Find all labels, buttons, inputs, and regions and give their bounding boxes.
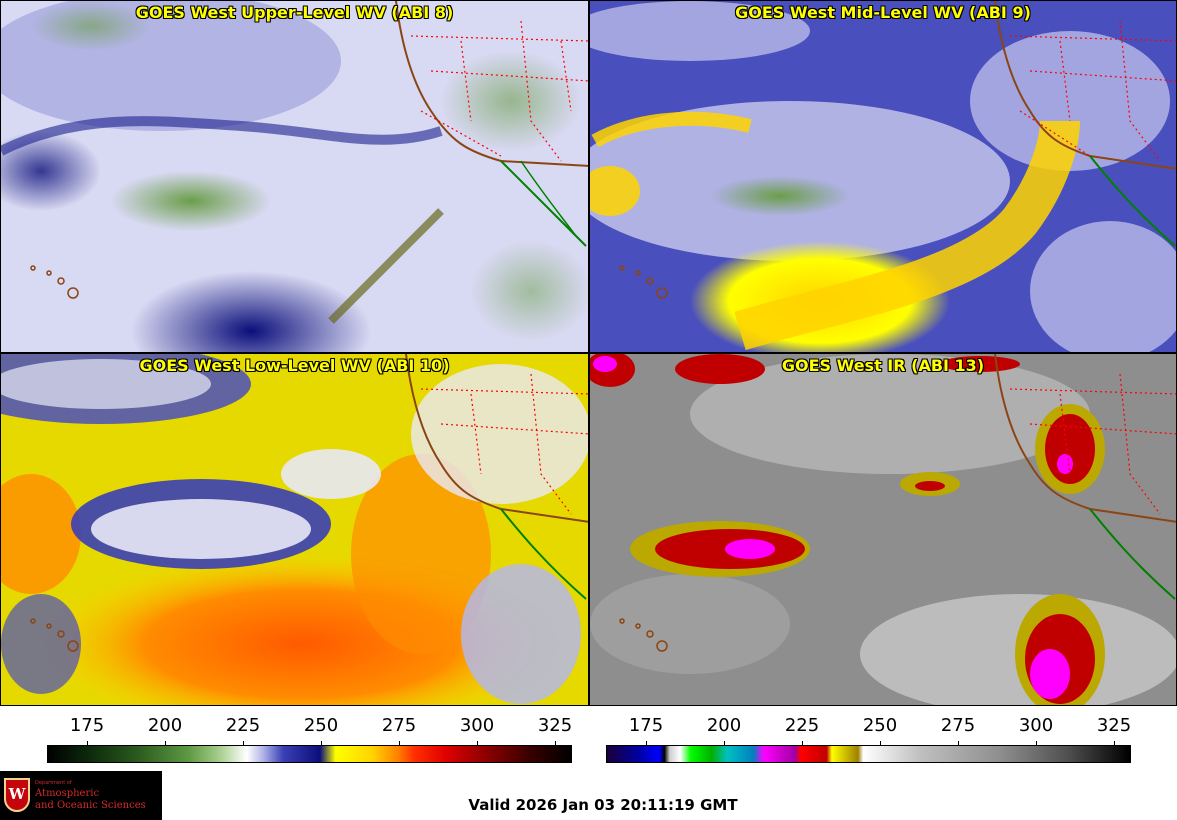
upper-level-wv-image — [1, 1, 588, 352]
colorbar-tick-label: 200 — [147, 715, 183, 736]
colorbar-tick-label: 225 — [225, 715, 261, 736]
colorbar-tick-mark — [477, 741, 478, 746]
panel-ir: GOES West IR (ABI 13) — [589, 353, 1177, 706]
colorbar-tick-label: 300 — [459, 715, 495, 736]
logo-line-1: Atmospheric — [35, 788, 100, 799]
logo-line-2: and Oceanic Sciences — [35, 800, 146, 811]
colorbar-ticks: 175 200 225 250 275 300 325 — [47, 706, 572, 746]
aos-logo: W Department of Atmospheric and Oceanic … — [0, 771, 162, 820]
colorbar-tick-label: 275 — [381, 715, 417, 736]
colorbar-tick-label: 275 — [940, 715, 976, 736]
colorbar-tick-mark — [646, 741, 647, 746]
colorbar-tick-mark — [1036, 741, 1037, 746]
colorbar-tick-mark — [87, 741, 88, 746]
colorbar-tick-label: 175 — [69, 715, 105, 736]
panel-title: GOES West Upper-Level WV (ABI 8) — [135, 3, 454, 22]
colorbar-tick-label: 175 — [628, 715, 664, 736]
panel-title: GOES West IR (ABI 13) — [781, 356, 985, 375]
colorbar-ticks: 175 200 225 250 275 300 325 — [606, 706, 1131, 746]
colorbar-wv: 175 200 225 250 275 300 325 — [47, 706, 572, 766]
colorbar-tick-label: 200 — [706, 715, 742, 736]
colorbar-tick-mark — [1114, 741, 1115, 746]
colorbar-tick-label: 225 — [784, 715, 820, 736]
colorbar-tick-mark — [880, 741, 881, 746]
logo-dept-line: Department of — [35, 780, 72, 786]
panel-title: GOES West Low-Level WV (ABI 10) — [139, 356, 450, 375]
low-level-wv-image — [1, 354, 588, 705]
panel-upper-level-wv: GOES West Upper-Level WV (ABI 8) — [0, 0, 589, 353]
valid-time: Valid 2026 Jan 03 20:11:19 GMT — [468, 796, 738, 814]
colorbar-tick-label: 325 — [1096, 715, 1132, 736]
colorbar-tick-label: 300 — [1018, 715, 1054, 736]
panel-low-level-wv: GOES West Low-Level WV (ABI 10) — [0, 353, 589, 706]
colorbar-tick-mark — [724, 741, 725, 746]
colorbar-tick-mark — [958, 741, 959, 746]
colorbar-strip — [606, 745, 1131, 763]
colorbar-tick-mark — [399, 741, 400, 746]
uw-crest-icon: W — [4, 778, 30, 812]
panel-title: GOES West Mid-Level WV (ABI 9) — [735, 3, 1031, 22]
colorbar-tick-mark — [802, 741, 803, 746]
colorbar-ir: 175 200 225 250 275 300 325 — [606, 706, 1131, 766]
colorbar-tick-mark — [555, 741, 556, 746]
colorbar-tick-label: 325 — [537, 715, 573, 736]
ir-image — [590, 354, 1176, 705]
colorbar-tick-label: 250 — [303, 715, 339, 736]
colorbar-tick-mark — [165, 741, 166, 746]
mid-level-wv-image — [590, 1, 1176, 352]
colorbar-tick-label: 250 — [862, 715, 898, 736]
colorbar-strip — [47, 745, 572, 763]
colorbar-tick-mark — [321, 741, 322, 746]
colorbar-tick-mark — [243, 741, 244, 746]
panel-mid-level-wv: GOES West Mid-Level WV (ABI 9) — [589, 0, 1177, 353]
